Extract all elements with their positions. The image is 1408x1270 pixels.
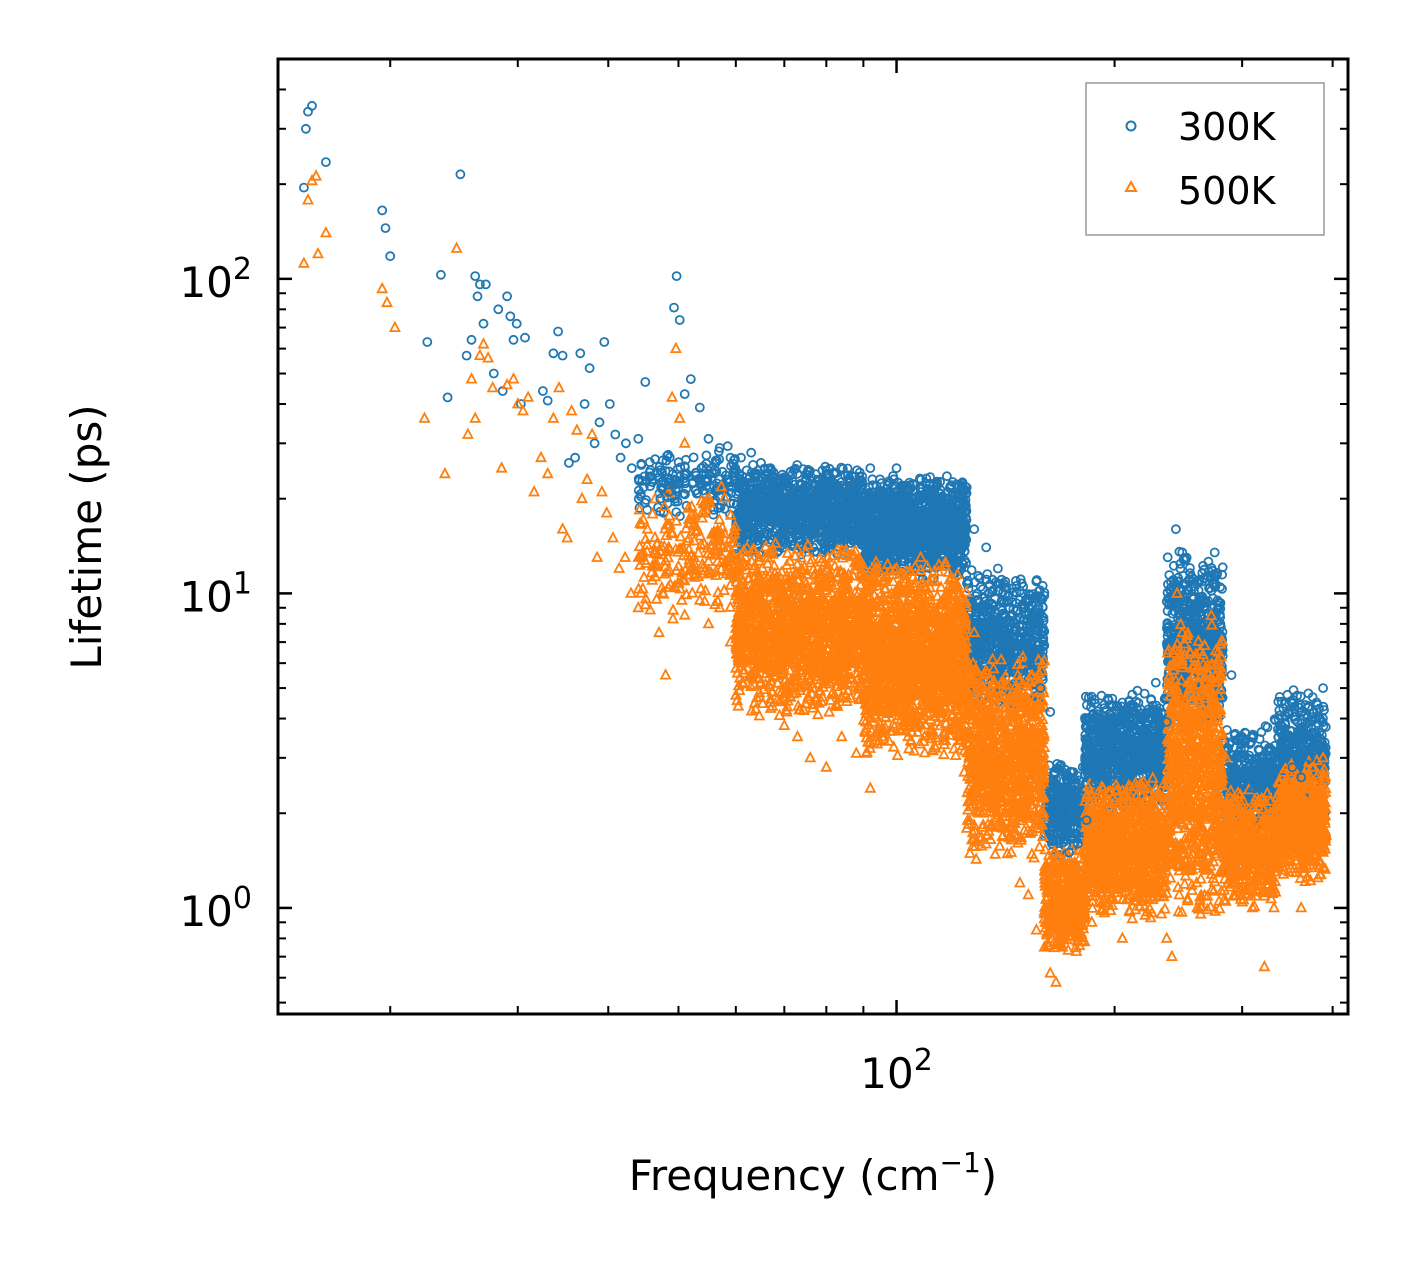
bulk-point-300K [691,488,702,499]
bulk-point-300K [708,509,719,520]
bulk-point-300K [698,461,709,472]
bulk-point-300K [679,461,690,472]
bulk-point-300K [675,462,686,473]
bulk-point-300K [653,472,664,483]
bulk-point-300K [634,475,644,486]
bulk-point-300K [680,489,690,500]
bulk-point-300K [710,455,721,466]
bulk-point-300K [645,465,656,476]
bulk-point-300K [695,477,705,488]
bulk-point-300K [663,449,674,460]
bulk-point-300K [701,476,712,487]
bulk-point-300K [681,483,692,494]
bulk-point-300K [635,491,646,502]
bulk-point-300K [640,497,650,508]
bulk-point-300K [659,506,669,517]
bulk-point-300K [701,450,712,461]
bulk-point-300K [674,479,684,489]
bulk-point-300K [664,466,674,477]
bulk-point-300K [691,468,701,479]
bulk-point-300K [670,496,680,507]
bulk-point-300K [721,470,731,481]
bulk-point-300K [688,452,699,463]
bulk-point-300K [711,466,722,477]
bulk-point-300K [636,458,647,469]
series-300K-bulk [633,441,1331,862]
